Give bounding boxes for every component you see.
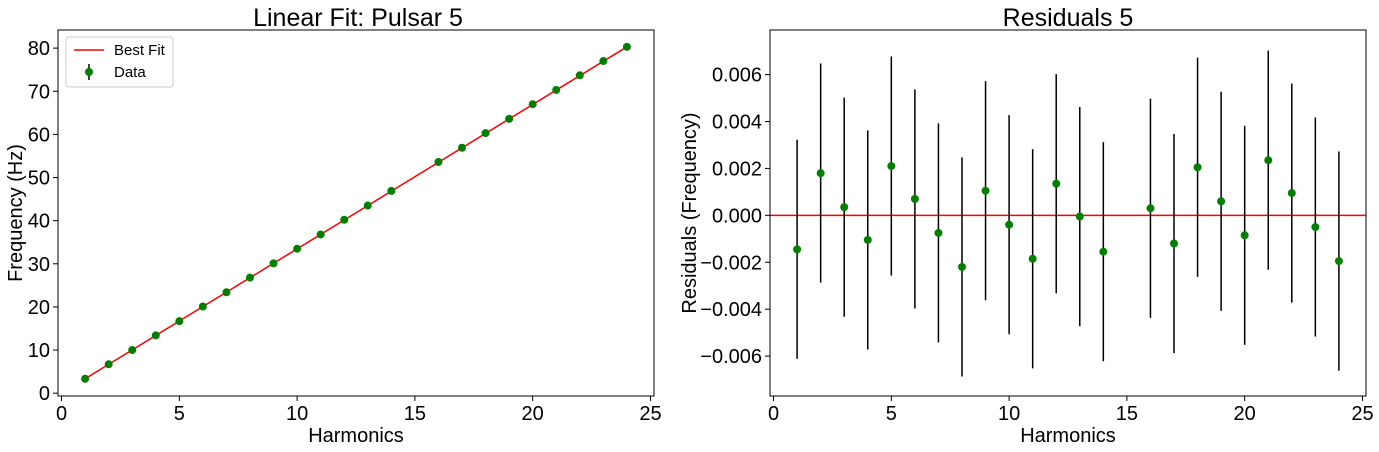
x-tick-label: 15 bbox=[1116, 403, 1138, 425]
data-point bbox=[222, 288, 231, 297]
data-point bbox=[198, 302, 207, 311]
y-tick-label: 10 bbox=[28, 340, 50, 362]
residual-point bbox=[1311, 223, 1320, 232]
x-tick-label: 10 bbox=[286, 403, 308, 425]
data-point bbox=[575, 71, 584, 80]
legend-data-marker bbox=[85, 68, 93, 76]
data-point bbox=[481, 129, 490, 138]
y-axis-label: Frequency (Hz) bbox=[5, 144, 27, 282]
x-tick-label: 0 bbox=[56, 403, 67, 425]
residual-point bbox=[1146, 204, 1155, 213]
x-tick-label: 20 bbox=[522, 403, 544, 425]
legend: Best Fit Data bbox=[65, 36, 174, 88]
residual-point bbox=[1193, 163, 1202, 172]
data-point bbox=[505, 114, 514, 123]
y-tick-label: 0 bbox=[39, 383, 50, 405]
residuals-panel: Residuals 5 0 5 10 15 20 25 −0.006 −0.004 −0.002… bbox=[679, 4, 1374, 447]
residual-point bbox=[1028, 254, 1037, 263]
x-axis-label: Harmonics bbox=[308, 425, 404, 447]
residual-point bbox=[1264, 156, 1273, 165]
data-point bbox=[340, 215, 349, 224]
residual-point bbox=[1005, 220, 1014, 229]
y-tick-label: 70 bbox=[28, 81, 50, 103]
legend-best-fit-label: Best Fit bbox=[114, 42, 166, 59]
plot-area: 0 5 10 15 20 25 0 10 20 30 40 50 60 70 80 bbox=[28, 38, 662, 425]
residual-point bbox=[957, 262, 966, 271]
x-tick-label: 15 bbox=[404, 403, 426, 425]
data-point bbox=[269, 259, 278, 268]
axes-frame bbox=[769, 29, 1367, 397]
x-tick-label: 10 bbox=[998, 403, 1020, 425]
data-point bbox=[552, 85, 561, 94]
y-tick-label: −0.006 bbox=[700, 346, 762, 368]
data-point bbox=[434, 157, 443, 166]
residual-point bbox=[1287, 189, 1296, 198]
data-point bbox=[599, 57, 608, 66]
chart-title: Linear Fit: Pulsar 5 bbox=[253, 4, 463, 32]
x-tick-label: 0 bbox=[768, 403, 779, 425]
x-axis-label: Harmonics bbox=[1020, 425, 1116, 447]
residual-point bbox=[1099, 247, 1108, 256]
residual-point bbox=[793, 245, 802, 254]
data-point bbox=[151, 331, 160, 340]
residual-point bbox=[910, 194, 919, 203]
residual-point bbox=[1334, 257, 1343, 266]
data-point bbox=[81, 374, 90, 383]
data-point bbox=[528, 100, 537, 109]
x-tick-label: 25 bbox=[639, 403, 661, 425]
residual-point bbox=[981, 186, 990, 195]
linear-fit-panel: Linear Fit: Pulsar 5 0 5 10 15 20 25 0 10 20 30 40… bbox=[5, 4, 662, 447]
data-point bbox=[458, 143, 467, 152]
residual-point bbox=[816, 169, 825, 178]
plot-area: 0 5 10 15 20 25 −0.006 −0.004 −0.002 0.000 0.002 0.… bbox=[700, 50, 1374, 425]
y-tick-label: 40 bbox=[28, 211, 50, 233]
data-point bbox=[245, 273, 254, 282]
data-point bbox=[387, 186, 396, 195]
y-tick-label: 60 bbox=[28, 124, 50, 146]
residual-point bbox=[1052, 179, 1061, 188]
y-tick-label: 0.002 bbox=[712, 158, 762, 180]
residual-point bbox=[934, 228, 943, 237]
x-tick-label: 5 bbox=[174, 403, 185, 425]
y-tick-label: 20 bbox=[28, 297, 50, 319]
data-point bbox=[175, 317, 184, 326]
legend-data-label: Data bbox=[114, 64, 146, 81]
x-tick-label: 25 bbox=[1351, 403, 1373, 425]
y-tick-label: 0.004 bbox=[712, 112, 762, 134]
y-tick-label: −0.002 bbox=[700, 252, 762, 274]
residual-point bbox=[840, 203, 849, 212]
y-axis-label: Residuals (Frequency) bbox=[679, 112, 701, 313]
residual-point bbox=[1075, 212, 1084, 221]
chart-title: Residuals 5 bbox=[1003, 4, 1134, 32]
data-point bbox=[622, 42, 631, 51]
residual-point bbox=[887, 162, 896, 171]
y-tick-label: 50 bbox=[28, 168, 50, 190]
data-point bbox=[363, 201, 372, 210]
data-point bbox=[316, 230, 325, 239]
y-tick-label: 80 bbox=[28, 38, 50, 60]
y-tick-label: −0.004 bbox=[700, 299, 762, 321]
data-point bbox=[293, 244, 302, 253]
residual-point bbox=[1240, 231, 1249, 240]
y-tick-label: 30 bbox=[28, 254, 50, 276]
y-tick-label: 0.000 bbox=[712, 205, 762, 227]
x-tick-label: 5 bbox=[886, 403, 897, 425]
best-fit-line bbox=[84, 46, 628, 380]
data-point bbox=[128, 346, 137, 355]
residual-point bbox=[1170, 239, 1179, 248]
residual-point bbox=[1217, 197, 1226, 206]
data-point bbox=[104, 360, 113, 369]
x-tick-label: 20 bbox=[1234, 403, 1256, 425]
residual-point bbox=[863, 235, 872, 244]
y-tick-label: 0.006 bbox=[712, 65, 762, 87]
axes-frame bbox=[57, 29, 655, 397]
